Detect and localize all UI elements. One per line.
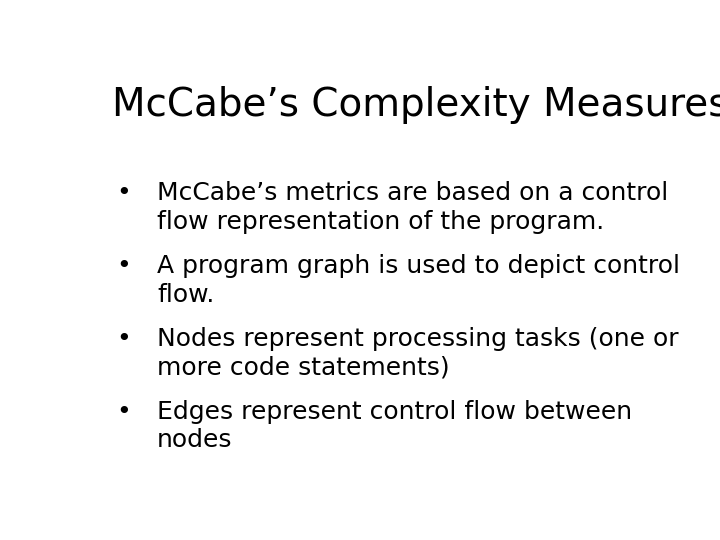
Text: McCabe’s metrics are based on a control
flow representation of the program.: McCabe’s metrics are based on a control … xyxy=(157,181,668,234)
Text: •: • xyxy=(116,181,131,205)
Text: •: • xyxy=(116,400,131,423)
Text: •: • xyxy=(116,254,131,278)
Text: Edges represent control flow between
nodes: Edges represent control flow between nod… xyxy=(157,400,632,453)
Text: Nodes represent processing tasks (one or
more code statements): Nodes represent processing tasks (one or… xyxy=(157,327,678,380)
Text: •: • xyxy=(116,327,131,351)
Text: A program graph is used to depict control
flow.: A program graph is used to depict contro… xyxy=(157,254,680,307)
Text: McCabe’s Complexity Measures: McCabe’s Complexity Measures xyxy=(112,85,720,124)
